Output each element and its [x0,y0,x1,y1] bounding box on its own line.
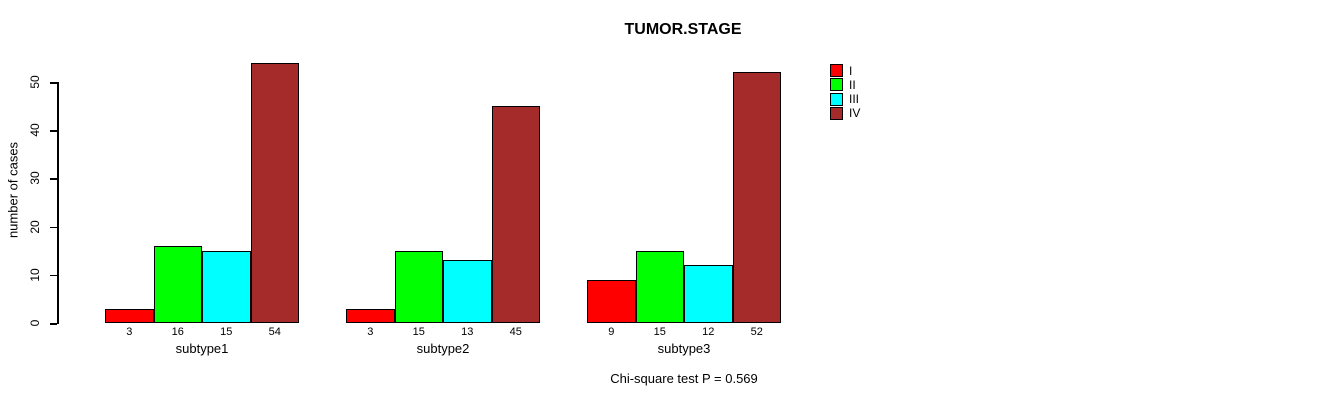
bar-value-label: 45 [509,326,522,338]
y-axis-tick-label: 30 [28,171,42,186]
bar-subtype2-I [346,308,395,323]
y-axis-tick [50,178,57,180]
y-axis-tick [50,226,57,229]
y-axis-tick-label: 40 [28,123,42,137]
y-axis-tick [50,130,57,132]
category-label-subtype3: subtype3 [657,341,711,356]
bar-subtype1-I [105,308,154,323]
bar-subtype1-III [202,250,251,323]
y-axis-tick [50,323,57,325]
bar-value-label: 12 [702,326,715,338]
bar-subtype3-II [635,250,684,323]
bar-value-label: 16 [171,326,184,338]
y-axis-tick [50,82,57,84]
bar-value-label: 15 [220,326,233,338]
bar-subtype2-III [443,260,492,323]
bar-value-label: 52 [750,326,763,338]
bar-subtype2-II [394,250,443,323]
bar-value-label: 3 [126,326,133,338]
category-label-subtype1: subtype1 [175,341,229,356]
bar-subtype1-II [153,245,202,323]
chart-title: TUMOR.STAGE [624,21,742,38]
y-axis-line [57,82,59,324]
bar-value-label: 9 [608,326,615,338]
bar-subtype1-IV [250,62,299,323]
bar-value-label: 54 [268,326,281,338]
y-axis-tick-label: 10 [28,268,42,282]
caption-chi-square-test: Chi-square test P = 0.569 [610,371,758,386]
y-axis-tick-label: 50 [28,75,42,89]
y-axis-tick [50,274,57,277]
bar-subtype3-III [684,265,733,323]
bar-value-label: 15 [412,326,425,338]
bar-subtype3-IV [732,72,781,323]
bar-subtype3-I [587,279,636,323]
bar-subtype2-IV [491,106,540,323]
bar-value-label: 15 [653,326,666,338]
y-axis-tick-label: 20 [28,219,42,234]
category-label-subtype2: subtype2 [416,341,470,356]
bar-value-label: 13 [461,326,474,338]
y-axis-tick-label: 0 [28,319,42,327]
bar-value-label: 3 [367,326,374,338]
